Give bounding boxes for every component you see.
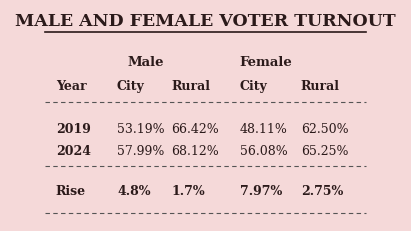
Text: 68.12%: 68.12% [171,144,219,157]
Text: Female: Female [240,55,292,68]
Text: Year: Year [55,80,86,93]
Text: 62.50%: 62.50% [301,122,349,135]
Text: Rural: Rural [301,80,340,93]
Text: Male: Male [127,55,164,68]
Text: City: City [117,80,145,93]
Text: 65.25%: 65.25% [301,144,349,157]
Text: Rise: Rise [55,185,86,198]
Text: 1.7%: 1.7% [171,185,205,198]
Text: 2019: 2019 [55,122,90,135]
Text: 53.19%: 53.19% [117,122,164,135]
Text: 2024: 2024 [55,144,91,157]
Text: 4.8%: 4.8% [117,185,150,198]
Text: 7.97%: 7.97% [240,185,282,198]
Text: MALE AND FEMALE VOTER TURNOUT: MALE AND FEMALE VOTER TURNOUT [15,13,396,30]
Text: Rural: Rural [171,80,210,93]
Text: 2.75%: 2.75% [301,185,343,198]
Text: 57.99%: 57.99% [117,144,164,157]
Text: 56.08%: 56.08% [240,144,287,157]
Text: 66.42%: 66.42% [171,122,219,135]
Text: City: City [240,80,267,93]
Text: 48.11%: 48.11% [240,122,287,135]
